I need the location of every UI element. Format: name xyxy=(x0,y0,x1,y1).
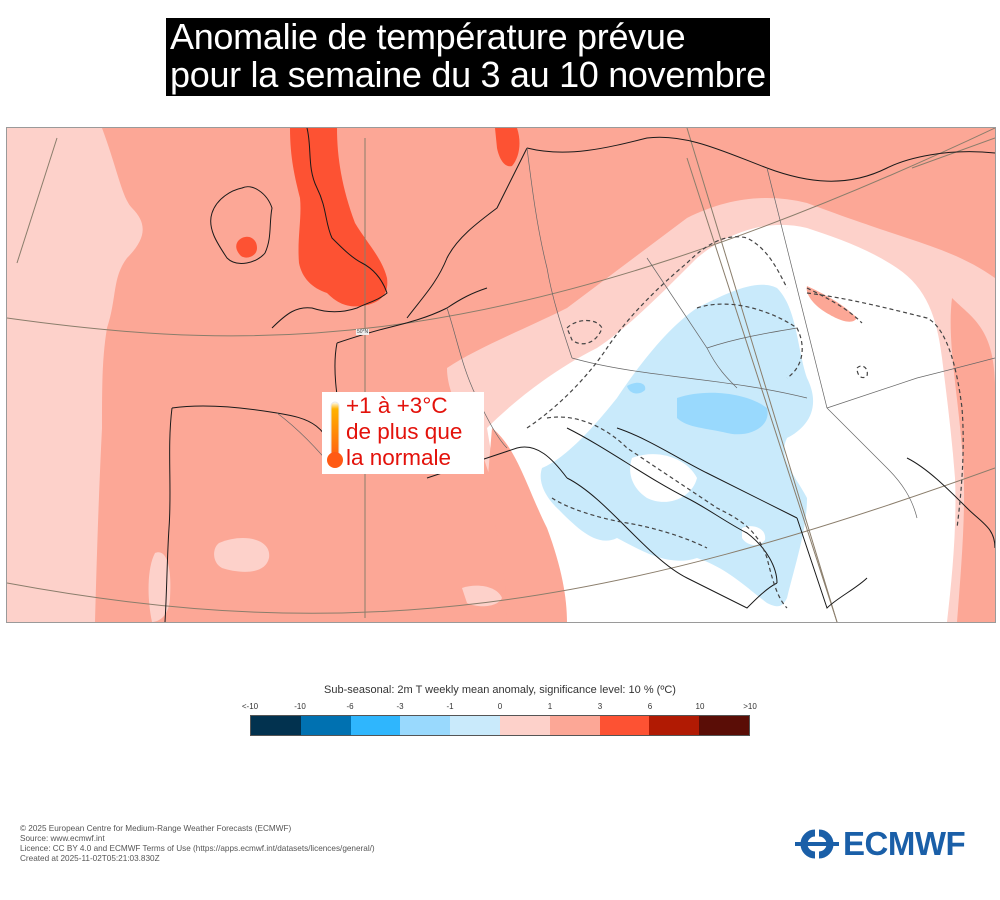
legend-swatch xyxy=(599,716,650,735)
region-iberia-light-2 xyxy=(214,538,270,572)
coast-italy-east xyxy=(566,427,778,584)
region-italy-white xyxy=(630,454,697,502)
legend-swatch xyxy=(699,716,749,735)
coast-baltic xyxy=(526,136,995,182)
region-denmark-3-6 xyxy=(495,128,520,167)
ecmwf-logo: ECMWF xyxy=(795,825,966,862)
legend-tick-label: -6 xyxy=(346,702,354,711)
legend-ticks: <-10 -10 -6 -3 -1 0 1 3 6 10 >10 xyxy=(242,702,757,714)
coast-greece xyxy=(796,517,868,609)
legend-tick-label: -1 xyxy=(446,702,454,711)
legend-tick-label: 3 xyxy=(597,702,603,711)
legend-tick-label: 6 xyxy=(647,702,653,711)
legend-swatch xyxy=(350,716,401,735)
region-great-britain-3-6 xyxy=(290,128,388,307)
significance-contours xyxy=(526,236,964,609)
ecmwf-logo-text: ECMWF xyxy=(843,825,966,862)
callout-line-3: la normale xyxy=(346,445,452,470)
legend-swatch xyxy=(499,716,550,735)
legend-tick-label: -10 xyxy=(294,702,306,711)
legend-swatch xyxy=(251,716,301,735)
graticule xyxy=(7,128,995,622)
region-alps-neg3-1 xyxy=(627,382,646,394)
thermometer-icon xyxy=(327,401,343,468)
legend-title: Sub-seasonal: 2m T weekly mean anomaly, … xyxy=(324,684,676,696)
region-carpathian-1-3 xyxy=(806,286,857,322)
legend-swatch xyxy=(300,716,351,735)
latitude-label: 50°N xyxy=(356,329,370,335)
region-atlantic-0-1 xyxy=(7,128,143,622)
legend-tick-label: >10 xyxy=(743,702,757,711)
legend-swatch xyxy=(549,716,600,735)
ecmwf-logo-icon xyxy=(795,829,839,859)
coast-france-north xyxy=(336,287,488,344)
region-iberia-light-3 xyxy=(462,585,502,607)
callout-line-1: +1 à +3°C xyxy=(346,393,448,418)
legend-swatch xyxy=(649,716,700,735)
coast-iberia-north xyxy=(171,405,338,474)
legend-swatch xyxy=(400,716,451,735)
legend-colorbar xyxy=(250,715,750,736)
legend-tick-label: <-10 xyxy=(241,702,259,711)
legend-swatch xyxy=(450,716,500,735)
coast-italy xyxy=(566,477,778,609)
region-italy-balkans-neg1-0 xyxy=(540,284,814,607)
footer-licence: Licence: CC BY 4.0 and ECMWF Terms of Us… xyxy=(20,844,375,853)
title-line-1: Anomalie de température prévue xyxy=(170,16,686,57)
map-canvas xyxy=(7,128,995,622)
legend-tick-label: 1 xyxy=(547,702,553,711)
coast-great-britain xyxy=(271,128,388,329)
coast-black-sea xyxy=(906,457,995,549)
callout-line-2: de plus que xyxy=(346,419,463,444)
region-adriatic-white xyxy=(742,526,766,546)
region-ireland-3-6 xyxy=(236,236,257,258)
legend-tick-label: 10 xyxy=(695,702,705,711)
legend-tick-label: 0 xyxy=(497,702,503,711)
region-east-1-3 xyxy=(950,298,995,622)
region-west-coast-1-3 xyxy=(487,428,567,622)
footer-created: Created at 2025-11-02T05:21:03.830Z xyxy=(20,854,160,863)
footer-credits: © 2025 European Centre for Medium-Range … xyxy=(20,824,375,864)
coast-adriatic-east xyxy=(616,427,798,519)
anomaly-map xyxy=(6,127,996,623)
coast-iberia-west xyxy=(164,407,173,622)
anomaly-callout: +1 à +3°C de plus que la normale xyxy=(322,392,484,474)
legend-tick-label: -3 xyxy=(396,702,404,711)
footer-source: Source: www.ecmwf.int xyxy=(20,834,105,843)
footer-copyright: © 2025 European Centre for Medium-Range … xyxy=(20,824,292,833)
coast-ireland xyxy=(210,186,273,264)
coast-north-sea xyxy=(406,147,528,319)
title-line-2: pour la semaine du 3 au 10 novembre xyxy=(170,54,766,95)
page-title: Anomalie de température prévue pour la s… xyxy=(166,18,770,96)
region-balkans-neg3-1 xyxy=(677,392,768,435)
